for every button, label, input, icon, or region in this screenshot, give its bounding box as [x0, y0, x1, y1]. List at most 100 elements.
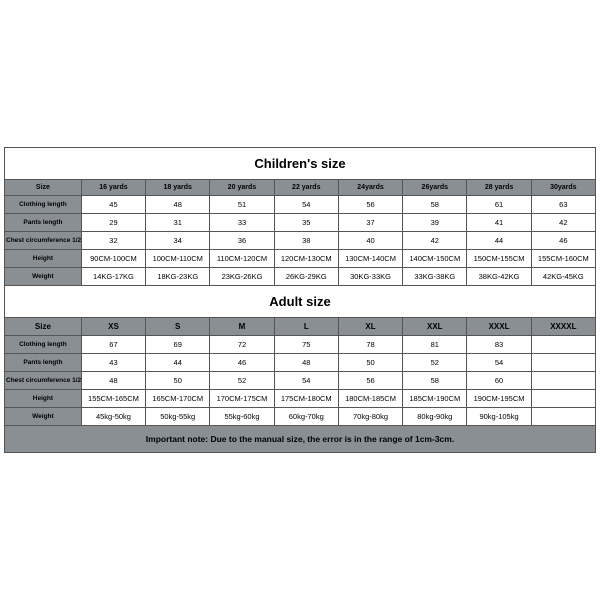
adult-row-3-cell-3: 175CM-180CM: [274, 390, 338, 408]
children-header-4: 22 yards: [274, 180, 338, 196]
children-row-1-cell-4: 37: [338, 214, 402, 232]
adult-header-8: XXXXL: [531, 318, 595, 336]
children-row-4-cell-2: 23KG-26KG: [210, 268, 274, 286]
adult-row-1-cell-6: 54: [467, 354, 531, 372]
size-table: Children's size Size 16 yards18 yards20 ya…: [4, 147, 596, 453]
children-row-0-cell-3: 54: [274, 196, 338, 214]
children-row-4-cell-5: 33KG-38KG: [403, 268, 467, 286]
note-row: Important note: Due to the manual size, …: [5, 426, 596, 453]
children-row-4-cell-0: 14KG-17KG: [81, 268, 145, 286]
children-row-2: Chest circumference 1/23234363840424446: [5, 232, 596, 250]
adult-row-3-label: Height: [5, 390, 82, 408]
children-row-0-cell-0: 45: [81, 196, 145, 214]
children-header-2: 18 yards: [146, 180, 210, 196]
adult-row-3-cell-4: 180CM-185CM: [338, 390, 402, 408]
adult-row-4: Weight45kg-50kg50kg-55kg55kg-60kg60kg-70…: [5, 408, 596, 426]
children-row-1-cell-7: 42: [531, 214, 595, 232]
adult-row-1: Pants length43444648505254: [5, 354, 596, 372]
adult-row-1-cell-5: 52: [403, 354, 467, 372]
children-row-3-cell-1: 100CM-110CM: [146, 250, 210, 268]
children-title-row: Children's size: [5, 148, 596, 180]
children-row-0-cell-2: 51: [210, 196, 274, 214]
adult-row-3-cell-7: [531, 390, 595, 408]
children-row-3-cell-6: 150CM-155CM: [467, 250, 531, 268]
adult-row-0-cell-5: 81: [403, 336, 467, 354]
adult-row-4-cell-3: 60kg-70kg: [274, 408, 338, 426]
children-row-1-cell-5: 39: [403, 214, 467, 232]
children-row-3-cell-7: 155CM-160CM: [531, 250, 595, 268]
children-row-0: Clothing length4548515456586163: [5, 196, 596, 214]
adult-row-0-cell-1: 69: [146, 336, 210, 354]
adult-row-2-cell-3: 54: [274, 372, 338, 390]
adult-row-3: Height155CM-165CM165CM-170CM170CM-175CM1…: [5, 390, 596, 408]
adult-row-1-cell-3: 48: [274, 354, 338, 372]
children-row-0-cell-6: 61: [467, 196, 531, 214]
adult-row-3-cell-6: 190CM-195CM: [467, 390, 531, 408]
children-row-1: Pants length2931333537394142: [5, 214, 596, 232]
children-row-2-cell-6: 44: [467, 232, 531, 250]
adult-row-0-label: Clothing length: [5, 336, 82, 354]
children-row-2-cell-7: 46: [531, 232, 595, 250]
adult-header-4: L: [274, 318, 338, 336]
children-row-3-cell-5: 140CM-150CM: [403, 250, 467, 268]
children-row-3-cell-2: 110CM-120CM: [210, 250, 274, 268]
children-row-4-cell-1: 18KG-23KG: [146, 268, 210, 286]
adult-row-4-cell-7: [531, 408, 595, 426]
adult-row-4-cell-6: 90kg-105kg: [467, 408, 531, 426]
adult-header-2: S: [146, 318, 210, 336]
adult-row-2: Chest circumference 1/248505254565860: [5, 372, 596, 390]
children-row-4-cell-7: 42KG-45KG: [531, 268, 595, 286]
children-row-2-cell-2: 36: [210, 232, 274, 250]
children-row-4: Weight14KG-17KG18KG-23KG23KG-26KG26KG-29…: [5, 268, 596, 286]
adult-row-0-cell-0: 67: [81, 336, 145, 354]
children-header-7: 28 yards: [467, 180, 531, 196]
adult-title-row: Adult size: [5, 286, 596, 318]
children-row-2-cell-3: 38: [274, 232, 338, 250]
children-row-1-cell-6: 41: [467, 214, 531, 232]
children-row-3-cell-0: 90CM-100CM: [81, 250, 145, 268]
adult-row-2-cell-0: 48: [81, 372, 145, 390]
children-row-4-label: Weight: [5, 268, 82, 286]
adult-row-2-cell-2: 52: [210, 372, 274, 390]
adult-row-2-cell-6: 60: [467, 372, 531, 390]
children-row-4-cell-3: 26KG-29KG: [274, 268, 338, 286]
adult-row-2-label: Chest circumference 1/2: [5, 372, 82, 390]
adult-title: Adult size: [5, 286, 596, 318]
children-header-6: 26yards: [403, 180, 467, 196]
adult-row-4-label: Weight: [5, 408, 82, 426]
children-header-1: 16 yards: [81, 180, 145, 196]
adult-row-4-cell-1: 50kg-55kg: [146, 408, 210, 426]
adult-row-0-cell-7: [531, 336, 595, 354]
children-title: Children's size: [5, 148, 596, 180]
adult-row-0-cell-2: 72: [210, 336, 274, 354]
adult-row-2-cell-7: [531, 372, 595, 390]
adult-row-2-cell-4: 56: [338, 372, 402, 390]
children-row-0-cell-5: 58: [403, 196, 467, 214]
children-row-0-label: Clothing length: [5, 196, 82, 214]
children-row-1-label: Pants length: [5, 214, 82, 232]
adult-row-3-cell-2: 170CM-175CM: [210, 390, 274, 408]
adult-row-0: Clothing length67697275788183: [5, 336, 596, 354]
children-row-2-cell-1: 34: [146, 232, 210, 250]
adult-header-1: XS: [81, 318, 145, 336]
adult-row-1-cell-0: 43: [81, 354, 145, 372]
adult-header-7: XXXL: [467, 318, 531, 336]
size-chart-container: Children's size Size 16 yards18 yards20 ya…: [0, 147, 600, 453]
children-row-1-cell-1: 31: [146, 214, 210, 232]
note-text: Important note: Due to the manual size, …: [5, 426, 596, 453]
children-row-2-cell-0: 32: [81, 232, 145, 250]
children-header-3: 20 yards: [210, 180, 274, 196]
adult-row-4-cell-4: 70kg-80kg: [338, 408, 402, 426]
children-row-3-cell-3: 120CM-130CM: [274, 250, 338, 268]
adult-row-4-cell-5: 80kg-90kg: [403, 408, 467, 426]
adult-row-1-cell-2: 46: [210, 354, 274, 372]
children-row-4-cell-6: 38KG-42KG: [467, 268, 531, 286]
adult-row-1-cell-1: 44: [146, 354, 210, 372]
adult-row-4-cell-0: 45kg-50kg: [81, 408, 145, 426]
adult-row-1-cell-7: [531, 354, 595, 372]
children-header-8: 30yards: [531, 180, 595, 196]
adult-row-1-cell-4: 50: [338, 354, 402, 372]
children-row-0-cell-1: 48: [146, 196, 210, 214]
adult-header-0: Size: [5, 318, 82, 336]
adult-header-3: M: [210, 318, 274, 336]
